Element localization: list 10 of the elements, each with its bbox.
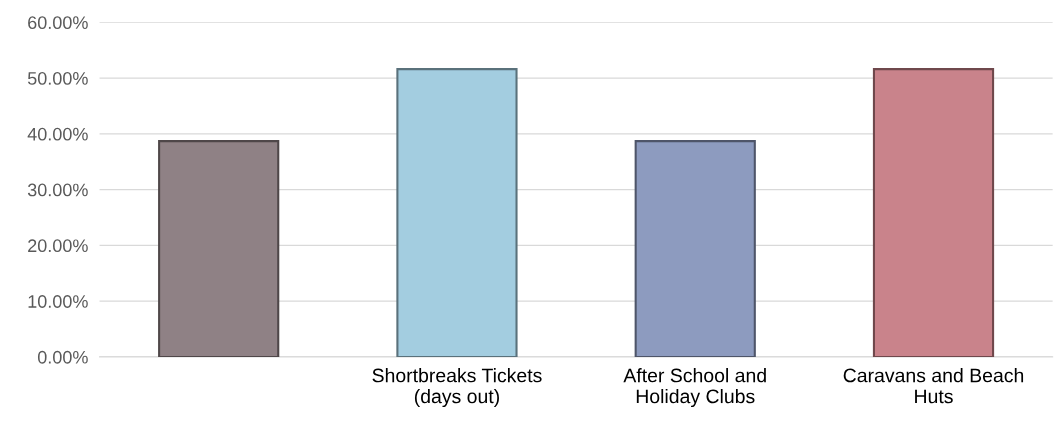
- y-tick-label: 10.00%: [28, 295, 88, 308]
- x-tick-label: Caravans and Beach Huts: [843, 368, 1024, 404]
- y-tick-label: 50.00%: [27, 72, 88, 85]
- y-tick-label: 30.00%: [27, 183, 88, 197]
- y-tick-label: 60.00%: [28, 16, 88, 30]
- y-tick-label: 20.00%: [28, 239, 88, 253]
- y-tick-label: 40.00%: [27, 127, 88, 141]
- x-tick-label: Shortbreaks Tickets (days out): [372, 368, 542, 408]
- x-tick-label: After School and Holiday Clubs: [623, 368, 766, 408]
- y-tick-label: 0.00%: [37, 350, 88, 364]
